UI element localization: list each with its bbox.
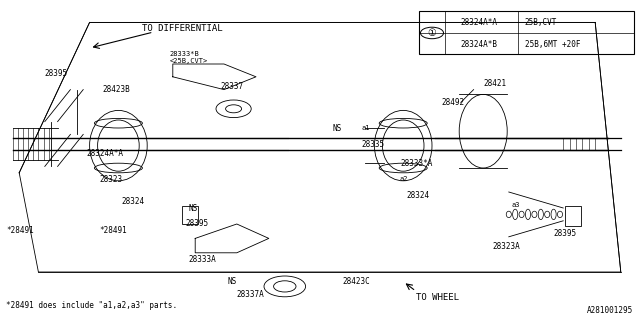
Text: 28333*B
<25B,CVT>: 28333*B <25B,CVT> — [170, 51, 208, 64]
Text: TO DIFFERENTIAL: TO DIFFERENTIAL — [142, 24, 223, 33]
Text: 25B,6MT +20F: 25B,6MT +20F — [525, 40, 580, 49]
Text: *28491 does include "a1,a2,a3" parts.: *28491 does include "a1,a2,a3" parts. — [6, 301, 177, 310]
Text: 28333A: 28333A — [189, 255, 216, 264]
Bar — [419, 11, 634, 54]
Text: 28323: 28323 — [99, 175, 122, 184]
Text: NS: NS — [333, 124, 342, 132]
Text: *28491: *28491 — [99, 226, 127, 235]
Text: 28337A: 28337A — [237, 290, 264, 299]
Text: A281001295: A281001295 — [588, 306, 634, 315]
Text: 28421: 28421 — [483, 79, 506, 88]
Text: 25B,CVT: 25B,CVT — [525, 18, 557, 27]
Text: NS: NS — [227, 277, 236, 286]
Text: a2: a2 — [400, 176, 408, 182]
Text: 28324: 28324 — [406, 191, 429, 200]
Text: 28323A: 28323A — [493, 242, 520, 251]
Text: 28395: 28395 — [554, 229, 577, 238]
Text: 28395: 28395 — [186, 220, 209, 228]
Text: 28423B: 28423B — [102, 85, 130, 94]
Text: 28492: 28492 — [442, 98, 465, 107]
Text: 28324A*A: 28324A*A — [86, 149, 124, 158]
Text: a1: a1 — [362, 125, 370, 131]
Text: 28324A*A: 28324A*A — [461, 18, 498, 27]
Text: TO WHEEL: TO WHEEL — [416, 293, 459, 302]
Text: 28333*A: 28333*A — [400, 159, 433, 168]
Text: NS: NS — [189, 204, 198, 212]
Text: 28395: 28395 — [45, 69, 68, 78]
Text: *28491: *28491 — [6, 226, 34, 235]
Bar — [565, 206, 581, 226]
Text: 28423C: 28423C — [342, 277, 370, 286]
Text: 28335: 28335 — [362, 140, 385, 148]
Text: 28337: 28337 — [221, 82, 244, 91]
Text: ①: ① — [428, 28, 436, 38]
Bar — [182, 206, 198, 224]
Text: 28324A*B: 28324A*B — [461, 40, 498, 49]
Text: a3: a3 — [512, 202, 520, 208]
Text: 28324: 28324 — [122, 197, 145, 206]
